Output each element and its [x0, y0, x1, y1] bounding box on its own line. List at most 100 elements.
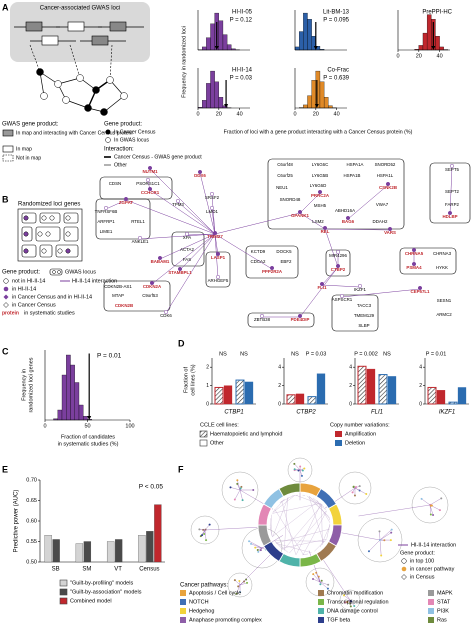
label: Not in map — [16, 155, 41, 161]
label: Gene product: — [400, 550, 435, 556]
significance: P = 0.01 — [426, 351, 447, 357]
x-tick-label: 20 — [416, 53, 422, 59]
x-tick-label: 40 — [437, 53, 443, 59]
gene — [41, 248, 47, 254]
observed-arrow — [87, 416, 92, 420]
protein — [233, 498, 236, 501]
node — [120, 92, 128, 100]
gene-node — [147, 186, 153, 192]
gene-label: PSMA4 — [406, 265, 422, 270]
gene-node — [385, 181, 391, 187]
node — [92, 86, 100, 94]
protein — [344, 601, 347, 604]
interaction — [335, 531, 381, 541]
satellite — [339, 589, 361, 611]
bar — [387, 376, 397, 405]
locus — [63, 212, 79, 224]
bar — [427, 386, 437, 405]
x-tick-label: 0 — [396, 53, 399, 59]
bar — [299, 31, 304, 51]
gene-label: SESN1 — [437, 298, 452, 303]
gene-node — [123, 196, 129, 202]
protein — [319, 583, 322, 586]
locus-box — [10, 2, 150, 62]
locus — [35, 226, 61, 242]
box — [199, 439, 208, 447]
label: Deletion — [345, 440, 365, 446]
protein — [389, 539, 392, 542]
box — [2, 129, 14, 137]
bar — [210, 70, 215, 109]
label: Gene product: — [104, 122, 142, 128]
gene-node — [322, 225, 328, 231]
protein — [236, 479, 239, 482]
interaction — [234, 489, 241, 500]
locus — [39, 244, 53, 258]
interaction — [239, 582, 248, 586]
protein — [303, 467, 306, 470]
node — [3, 278, 9, 284]
protein — [378, 530, 381, 533]
gene-label: MIR4296 — [329, 253, 347, 258]
node — [105, 129, 111, 135]
p-value: P = 0.095 — [323, 18, 349, 24]
gene-node — [447, 210, 453, 216]
observed-arrow — [313, 46, 318, 50]
interaction — [324, 228, 339, 268]
protein — [257, 550, 260, 553]
gene-label: SEPT2 — [445, 189, 459, 194]
y-tick-label: 2 — [278, 383, 281, 389]
node — [36, 68, 44, 76]
gene-node — [175, 198, 181, 204]
bar — [316, 373, 326, 405]
diamond — [401, 574, 407, 580]
interaction — [249, 541, 263, 549]
bar — [439, 46, 444, 51]
box — [49, 268, 63, 276]
gene-node — [417, 285, 423, 291]
gene-node — [335, 263, 341, 269]
y-axis-label: cell lines (%) — [190, 364, 196, 395]
protein — [201, 534, 204, 537]
protein — [312, 577, 315, 580]
y-tick-label: 0.55 — [26, 539, 37, 545]
y-axis-label: randomized loci genes — [28, 357, 34, 412]
interaction — [309, 496, 326, 510]
interaction — [429, 498, 442, 506]
gene-label: CEP57L1 — [410, 289, 430, 294]
x-tick-label: 20 — [313, 111, 319, 117]
satellite — [411, 486, 449, 524]
y-tick-label: 0.50 — [26, 559, 37, 565]
interaction — [299, 212, 326, 230]
label: HI-II-14 interaction — [411, 542, 456, 548]
gene-label: GPANK1 — [291, 213, 310, 218]
y-axis-label: Frequency in randomized loci — [181, 26, 187, 98]
y-tick-label: 0 — [419, 401, 422, 407]
interaction — [149, 189, 216, 235]
locus-box — [103, 280, 171, 312]
panel-label: B — [2, 194, 9, 204]
gene-label: SLBP — [358, 323, 369, 328]
protein — [429, 504, 432, 507]
panel-label: D — [178, 338, 185, 348]
bar — [206, 37, 211, 51]
interaction — [296, 503, 322, 555]
bar — [214, 386, 224, 405]
interaction — [234, 580, 241, 586]
protein — [237, 585, 240, 588]
gene-label: TNFRSF6B — [95, 209, 118, 214]
bar — [286, 394, 296, 405]
interaction — [319, 581, 329, 585]
y-tick-label: 0.65 — [26, 498, 37, 504]
gene-label: NUTM1 — [142, 169, 158, 174]
interaction — [283, 504, 323, 551]
gene — [65, 231, 71, 237]
protein — [259, 549, 262, 552]
gene-node — [145, 177, 151, 183]
locus-box — [171, 231, 205, 267]
bar — [218, 20, 224, 51]
interaction — [237, 483, 241, 491]
locus — [21, 244, 37, 258]
protein — [358, 485, 361, 488]
box — [335, 440, 342, 446]
